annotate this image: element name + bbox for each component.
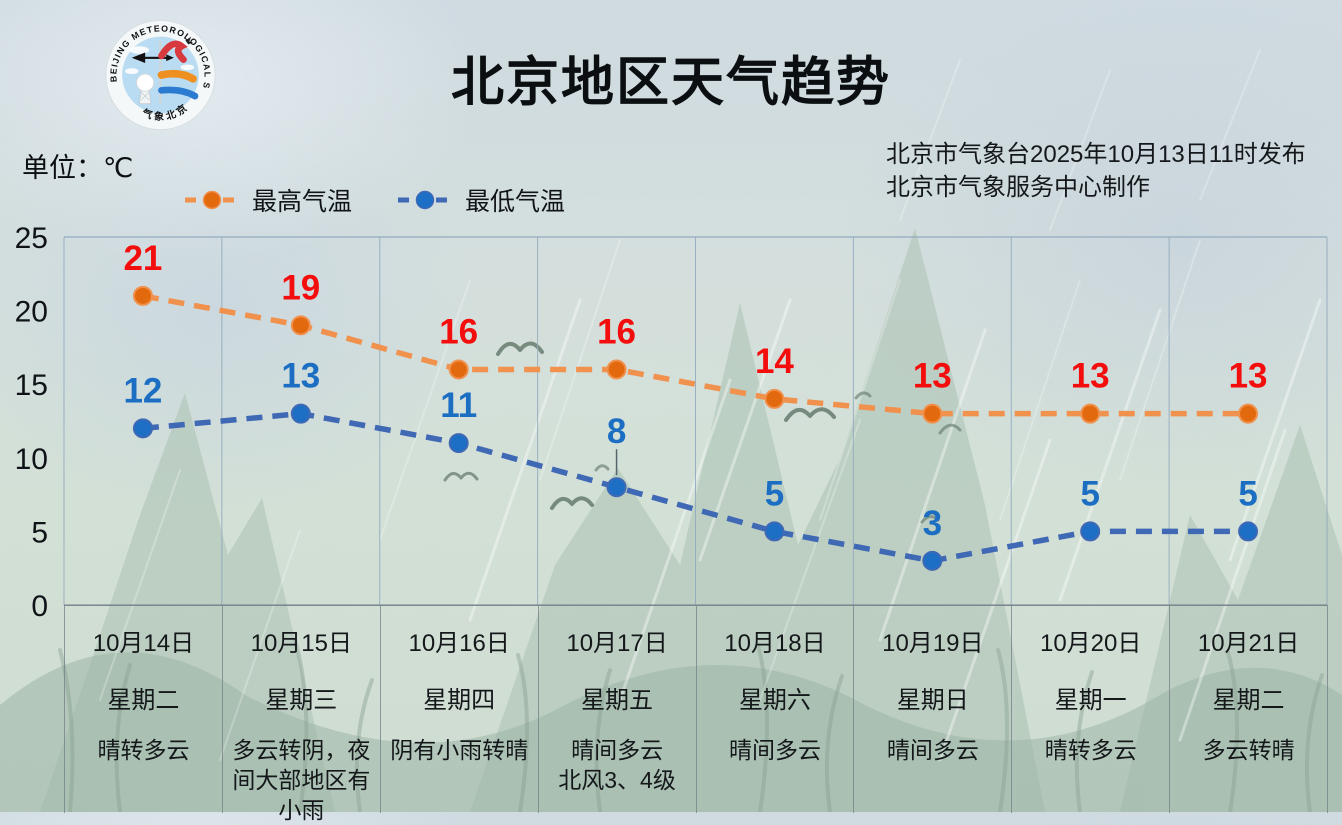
day-weather: 阴有小雨转晴 bbox=[390, 737, 529, 763]
day-labels: 10月14日 星期二 晴转多云 10月15日 星期三 多云转阴，夜间大部地区有小雨 10月1… bbox=[64, 605, 1328, 823]
high-temp-value-label: 16 bbox=[597, 312, 636, 351]
low-temp-line bbox=[142, 410, 1249, 564]
legend-item-low-temp: 最低气温 bbox=[396, 182, 565, 218]
day-weather: 晴间多云 bbox=[886, 737, 979, 763]
day-date: 10月18日 bbox=[724, 630, 826, 657]
day-weekday: 星期四 bbox=[423, 687, 496, 714]
day-weather: 晴转多云 bbox=[97, 737, 190, 763]
legend-label: 最高气温 bbox=[252, 188, 353, 216]
day-column-2: 10月15日 星期三多云转阴，夜间大部地区有小雨 bbox=[223, 606, 381, 823]
low-temp-value-label: 8 bbox=[607, 412, 626, 451]
day-date: 10月14日 bbox=[92, 630, 195, 657]
high-temp-point bbox=[290, 315, 311, 336]
high-temp-value-label: 13 bbox=[1071, 357, 1110, 396]
unit-label: 单位：℃ bbox=[22, 153, 134, 183]
low-temp-value-label: 11 bbox=[440, 386, 477, 425]
bms-logo: BEIJING METEOROLOGICAL SERVICE 气象北京 bbox=[103, 10, 216, 131]
low-temp-value-label: 5 bbox=[1080, 474, 1099, 513]
day-date: 10月16日 bbox=[408, 630, 510, 657]
high-temp-point bbox=[606, 359, 627, 380]
legend-item-high-temp: 最高气温 bbox=[183, 182, 352, 218]
high-temp-value-label: 16 bbox=[439, 312, 478, 351]
low-temp-point bbox=[290, 403, 311, 424]
low-temp-point bbox=[1238, 521, 1259, 542]
day-column-4: 10月17日 星期五晴间多云 北风3、4级 bbox=[539, 606, 697, 813]
y-tick-label: 25 bbox=[15, 222, 48, 255]
logo-airplane bbox=[185, 36, 194, 45]
high-temp-value-label: 14 bbox=[755, 342, 794, 381]
day-date: 10月15日 bbox=[250, 630, 352, 657]
logo-wind-vane bbox=[131, 52, 174, 64]
low-temp-value-label: 13 bbox=[281, 357, 320, 396]
low-temp-value-label: 3 bbox=[923, 504, 942, 543]
low-temp-point bbox=[764, 521, 785, 542]
high-temp-value-label: 13 bbox=[1229, 357, 1268, 396]
high-temp-point bbox=[764, 388, 785, 409]
day-weekday: 星期日 bbox=[896, 687, 969, 714]
day-column-3: 10月16日 星期四阴有小雨转晴 bbox=[381, 606, 539, 813]
legend: 最高气温 最低气温 bbox=[183, 182, 565, 218]
day-column-6: 10月19日 星期日晴间多云 bbox=[854, 606, 1013, 813]
y-tick-label: 0 bbox=[31, 590, 48, 623]
day-weather: 晴转多云 bbox=[1044, 737, 1137, 763]
low-temp-value-label: 12 bbox=[123, 371, 162, 410]
logo-radar-dome bbox=[136, 73, 155, 105]
y-tick-label: 5 bbox=[31, 516, 48, 549]
high-temp-line bbox=[142, 293, 1249, 417]
logo-ribbons bbox=[157, 40, 199, 100]
day-weekday: 星期六 bbox=[738, 687, 811, 714]
high-temp-point bbox=[1080, 403, 1101, 424]
high-temp-point bbox=[1238, 403, 1259, 424]
day-weather: 晴间多云 北风3、4级 bbox=[558, 737, 676, 793]
day-weather: 晴间多云 bbox=[728, 737, 821, 763]
day-weather: 多云转晴 bbox=[1202, 737, 1295, 763]
high-temp-point bbox=[132, 285, 153, 306]
day-column-8: 10月21日 星期二多云转晴 bbox=[1170, 606, 1328, 813]
day-date: 10月17日 bbox=[566, 630, 668, 657]
day-weekday: 星期二 bbox=[1212, 687, 1285, 714]
low-temp-point bbox=[1080, 521, 1101, 542]
day-column-5: 10月18日 星期六晴间多云 bbox=[697, 606, 855, 813]
legend-label: 最低气温 bbox=[465, 188, 566, 216]
day-weekday: 星期五 bbox=[581, 687, 654, 714]
high-temp-point bbox=[448, 359, 469, 380]
high-temp-value-label: 13 bbox=[913, 357, 952, 396]
day-weekday: 星期二 bbox=[107, 687, 180, 714]
day-date: 10月20日 bbox=[1039, 630, 1142, 657]
day-date: 10月21日 bbox=[1197, 630, 1300, 657]
issue-line-2: 北京市气象服务中心制作 bbox=[886, 174, 1150, 201]
high-temp-value-label: 21 bbox=[123, 239, 162, 278]
low-temp-point bbox=[132, 418, 153, 439]
legend-marker bbox=[398, 190, 453, 210]
day-weekday: 星期三 bbox=[265, 687, 338, 714]
day-date: 10月19日 bbox=[882, 630, 984, 657]
low-temp-point bbox=[922, 550, 943, 571]
y-tick-label: 15 bbox=[15, 369, 48, 402]
day-column-7: 10月20日 星期一晴转多云 bbox=[1012, 606, 1171, 813]
issue-line-1: 北京市气象台2025年10月13日11时发布 bbox=[886, 141, 1306, 168]
day-column-1: 10月14日 星期二晴转多云 bbox=[64, 606, 223, 813]
low-temp-point bbox=[448, 433, 469, 454]
y-tick-label: 20 bbox=[15, 296, 48, 329]
day-weather: 多云转阴，夜间大部地区有小雨 bbox=[232, 737, 371, 823]
day-weekday: 星期一 bbox=[1054, 687, 1127, 714]
low-temp-value-label: 5 bbox=[765, 474, 784, 513]
issue-info: 北京市气象台2025年10月13日11时发布 北京市气象服务中心制作 bbox=[886, 138, 1306, 204]
low-temp-value-label: 5 bbox=[1238, 474, 1257, 513]
y-tick-label: 10 bbox=[15, 443, 48, 476]
high-temp-point bbox=[922, 403, 943, 424]
low-temp-point bbox=[606, 477, 627, 498]
page-title: 北京地区天气趋势 bbox=[451, 53, 891, 112]
legend-marker bbox=[185, 190, 239, 210]
high-temp-value-label: 19 bbox=[281, 268, 320, 307]
